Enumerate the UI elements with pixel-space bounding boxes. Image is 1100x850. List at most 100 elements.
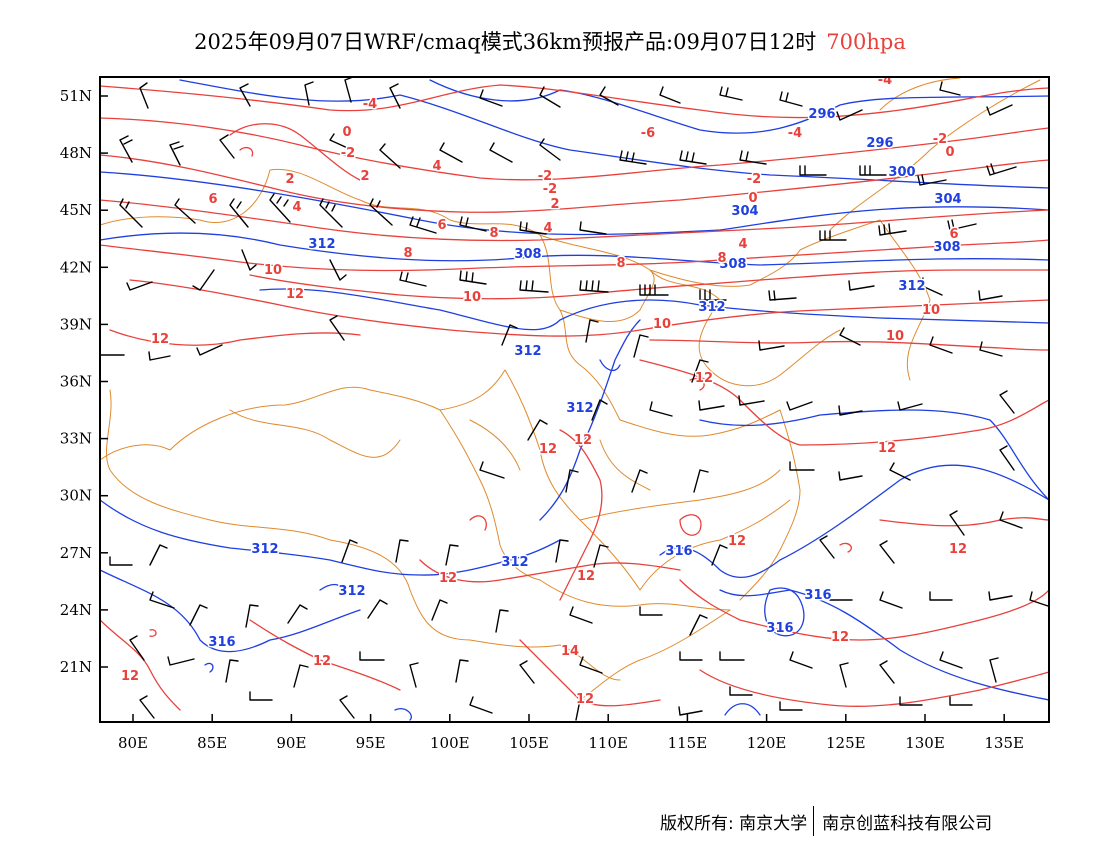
temperature-contour-label: 2	[285, 172, 294, 187]
temperature-contour-label: 12	[121, 669, 139, 684]
wind-barb	[979, 341, 1003, 357]
lon-tick-label: 120E	[747, 734, 787, 752]
temperature-contour-label: 12	[539, 442, 557, 457]
temperature-contour-label: 12	[831, 630, 849, 645]
wind-barb	[789, 461, 815, 471]
wind-barb	[829, 591, 853, 601]
wind-barb	[779, 701, 803, 711]
temperature-contour-label: 10	[653, 317, 671, 332]
wind-barb	[192, 269, 215, 291]
wind-barb	[229, 198, 249, 228]
temperature-contour-label: 6	[949, 227, 958, 242]
temperature-contour-label: 0	[342, 125, 351, 140]
wind-barb	[699, 289, 727, 301]
wind-barb	[738, 395, 765, 406]
wind-barb	[679, 651, 703, 661]
wind-barb	[565, 469, 579, 493]
wind-barb	[659, 86, 681, 104]
wind-barb	[519, 660, 535, 684]
temperature-contour-label: -4	[363, 97, 377, 112]
chart-title: 2025年09月07日WRF/cmaq模式36km预报产品:09月07日12时 7…	[0, 26, 1100, 56]
wind-barb	[527, 419, 548, 441]
wind-barb	[341, 539, 358, 563]
wind-barb	[879, 591, 903, 609]
wind-barb	[129, 635, 145, 661]
height-contour-label: 312	[338, 584, 365, 599]
height-contour-label: 304	[934, 192, 961, 207]
boundary-lines	[100, 77, 1041, 701]
lat-tick-label: 27N	[60, 544, 92, 562]
wind-barb	[599, 86, 619, 106]
lon-tick-label: 100E	[430, 734, 470, 752]
temperature-contour-label: -4	[788, 126, 802, 141]
wind-barb	[304, 81, 314, 106]
lon-tick-label: 125E	[826, 734, 866, 752]
wind-barb	[939, 651, 963, 669]
wind-barb	[838, 471, 863, 481]
temperature-contour-label: -2	[341, 146, 355, 161]
temperature-contour-label: 4	[738, 237, 747, 252]
wind-barb	[693, 469, 709, 493]
wind-barb	[287, 604, 308, 624]
wind-barb	[495, 609, 509, 633]
wind-barb	[789, 651, 813, 669]
height-contour-label: 300	[888, 165, 915, 180]
footer: 版权所有: 南京大学 南京创蓝科技有限公司	[660, 806, 992, 839]
height-contour-label: 308	[514, 247, 541, 262]
footer-separator	[813, 806, 815, 836]
wind-barb	[999, 511, 1023, 529]
temperature-contour-label: 12	[439, 571, 457, 586]
wind-barb	[929, 591, 953, 601]
height-contour-label: 308	[719, 257, 746, 272]
temperature-contour-label: 10	[922, 303, 940, 318]
map-frame	[99, 76, 1050, 723]
wind-barb	[691, 359, 709, 383]
wind-barb	[149, 544, 168, 566]
wind-barb	[698, 400, 725, 411]
wind-barb	[239, 83, 251, 107]
height-contour-label: 312	[308, 237, 335, 252]
temperature-contour-label: 12	[949, 542, 967, 557]
wind-barb	[799, 165, 827, 176]
height-contour-label: 312	[251, 542, 278, 557]
pressure-level-label: 700hpa	[826, 30, 906, 54]
height-contour-label: 312	[501, 555, 528, 570]
wind-barb	[949, 510, 965, 536]
wind-barb	[719, 86, 743, 101]
wind-barb	[593, 544, 609, 568]
wind-barb	[989, 657, 999, 683]
wind-barb	[455, 659, 469, 683]
latitude-axis: 51N 48N 45N 42N 39N 36N 33N 30N 27N 24N 21N	[60, 87, 108, 676]
longitude-axis: 80E 85E 90E 95E 100E 105E 110E 115E 120E 125E 130E…	[118, 714, 1024, 752]
wind-barb	[409, 216, 437, 234]
wind-barb	[839, 662, 849, 688]
wind-barb	[633, 334, 649, 358]
wind-barb	[459, 216, 487, 232]
wind-barb	[899, 696, 923, 706]
wind-barb	[848, 280, 875, 291]
wind-barb	[859, 165, 887, 176]
lon-tick-label: 115E	[668, 734, 708, 752]
wind-barb	[878, 223, 907, 236]
wind-barb	[148, 351, 171, 361]
wind-barb	[579, 656, 603, 674]
wind-barb	[949, 696, 973, 706]
lat-tick-label: 51N	[60, 87, 92, 105]
wind-barb	[519, 221, 547, 235]
wind-barb	[569, 606, 593, 624]
wind-barb	[149, 591, 175, 609]
temperature-contour-label: 10	[463, 290, 481, 305]
wind-barb	[939, 81, 961, 96]
wind-barb	[329, 315, 345, 341]
wind-barb	[838, 405, 863, 416]
wind-barb	[539, 86, 561, 108]
lon-tick-label: 105E	[509, 734, 549, 752]
temperature-contour-label: 2	[360, 169, 369, 184]
temperature-contours	[100, 84, 1049, 711]
wind-barb	[591, 399, 608, 421]
temperature-contour-label: 12	[151, 332, 169, 347]
wind-barbs	[100, 77, 1049, 721]
wind-barb	[339, 695, 355, 719]
lat-tick-label: 30N	[60, 487, 92, 505]
